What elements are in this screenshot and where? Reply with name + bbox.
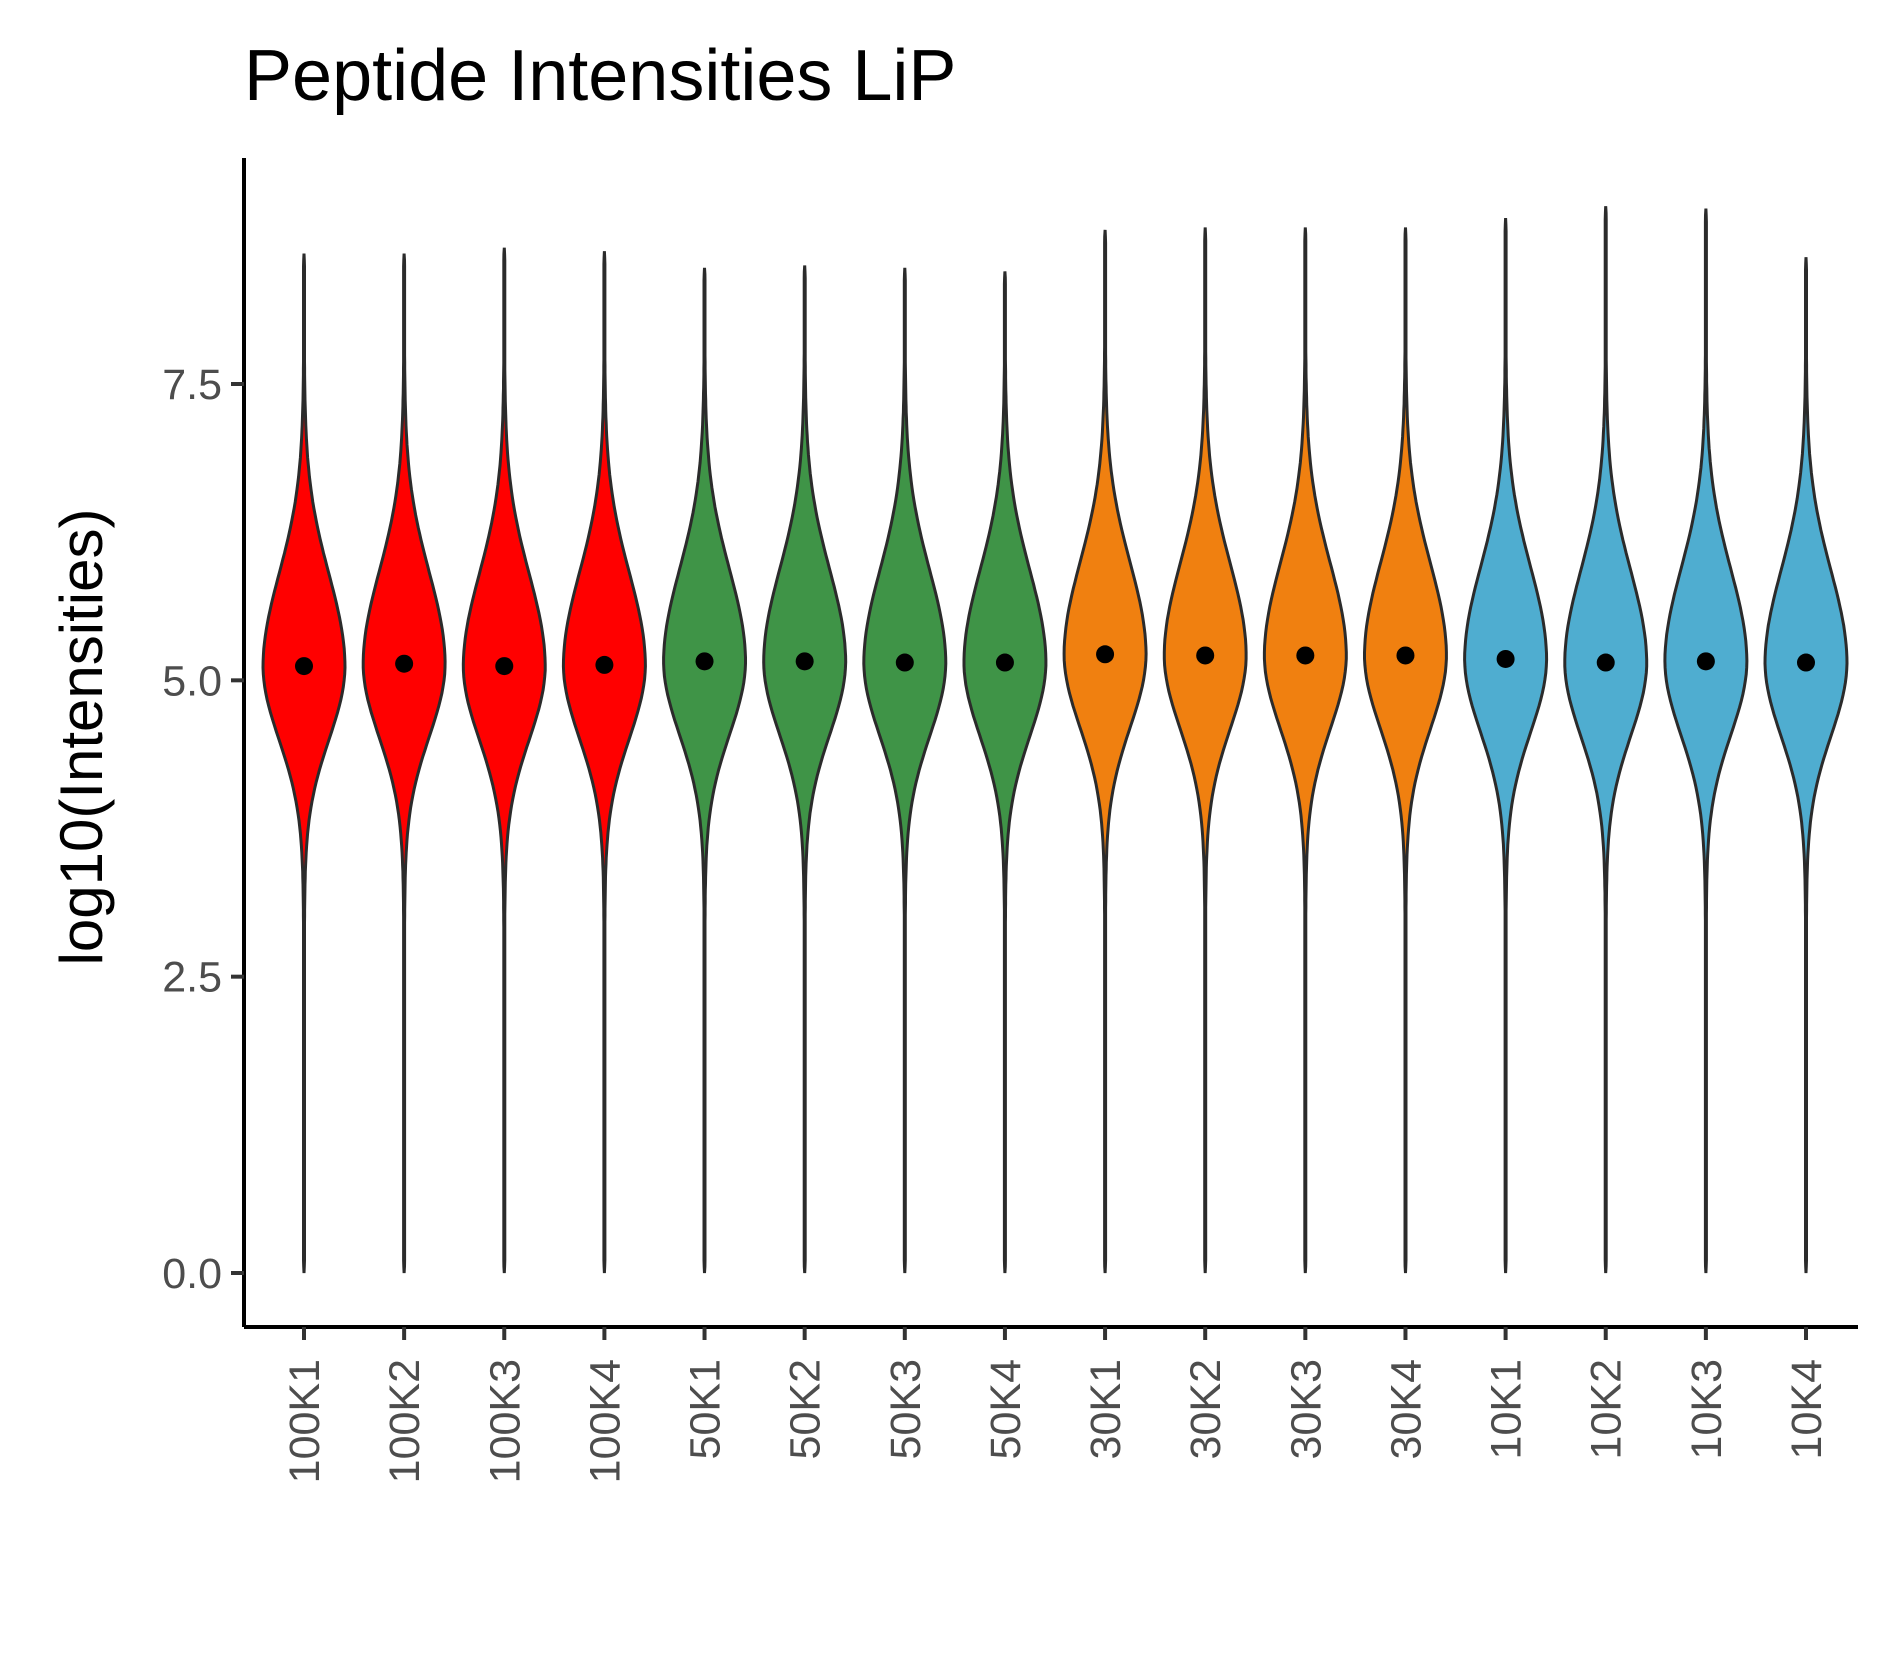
y-tick-label: 2.5 <box>162 954 222 1002</box>
violin-100K1 <box>261 253 347 1274</box>
mean-dot-30K1 <box>1096 645 1115 664</box>
violin-10K1 <box>1463 218 1549 1274</box>
x-tick-label: 100K4 <box>581 1359 629 1483</box>
x-tick-label: 50K2 <box>782 1359 830 1459</box>
violin-50K2 <box>762 265 848 1274</box>
mean-dot-50K4 <box>995 653 1014 672</box>
mean-dot-10K4 <box>1797 653 1815 672</box>
x-tick-label: 30K1 <box>1082 1359 1130 1459</box>
mean-dot-10K3 <box>1696 652 1715 671</box>
violin-10K2 <box>1563 206 1649 1274</box>
x-tick-label: 50K4 <box>982 1359 1030 1459</box>
x-axis-ticks: 100K1 100K2 100K3 100K4 50K1 50K2 50K3 50K4 30K1… <box>281 1327 1831 1483</box>
mean-dot-100K1 <box>295 657 313 676</box>
violin-10K3 <box>1663 208 1749 1274</box>
violin-10K4 <box>1763 257 1849 1274</box>
mean-dot-30K3 <box>1296 646 1315 665</box>
violin-30K4 <box>1363 227 1448 1274</box>
x-tick-label: 100K2 <box>381 1359 429 1483</box>
mean-dot-50K1 <box>695 652 714 671</box>
chart-title: Peptide Intensities LiP <box>244 36 956 116</box>
mean-dot-10K1 <box>1496 649 1515 668</box>
x-tick-label: 50K1 <box>682 1359 730 1459</box>
x-tick-label: 30K2 <box>1182 1359 1230 1459</box>
x-tick-label: 30K3 <box>1282 1359 1330 1459</box>
violin-100K4 <box>561 251 647 1274</box>
violin-30K2 <box>1162 227 1248 1274</box>
violin-50K3 <box>862 267 948 1274</box>
mean-dot-50K3 <box>895 653 914 672</box>
mean-dot-10K2 <box>1596 653 1615 672</box>
mean-dot-100K3 <box>495 657 514 676</box>
y-tick-label: 0.0 <box>162 1250 222 1298</box>
mean-dot-layer <box>295 645 1815 676</box>
mean-dot-100K4 <box>595 655 614 674</box>
violin-30K3 <box>1262 227 1348 1274</box>
mean-dot-50K2 <box>795 652 814 671</box>
x-tick-label: 50K3 <box>882 1359 930 1459</box>
y-tick-label: 5.0 <box>162 657 222 705</box>
y-axis-label: log10(Intensities) <box>48 509 115 966</box>
x-tick-label: 100K1 <box>281 1359 329 1483</box>
violin-50K4 <box>962 271 1048 1274</box>
mean-dot-30K4 <box>1396 646 1415 665</box>
violin-100K3 <box>461 247 547 1274</box>
violin-50K1 <box>662 267 747 1274</box>
violin-layer <box>261 206 1849 1274</box>
x-tick-label: 10K4 <box>1783 1359 1831 1459</box>
mean-dot-100K2 <box>395 654 414 673</box>
x-tick-label: 10K1 <box>1483 1359 1531 1459</box>
y-tick-label: 7.5 <box>162 361 222 409</box>
x-tick-label: 10K2 <box>1583 1359 1631 1459</box>
violin-100K2 <box>361 253 447 1274</box>
x-tick-label: 10K3 <box>1683 1359 1731 1459</box>
x-tick-label: 100K3 <box>481 1359 529 1483</box>
x-tick-label: 30K4 <box>1382 1359 1430 1459</box>
violin-30K1 <box>1062 229 1148 1274</box>
mean-dot-30K2 <box>1196 646 1215 665</box>
y-axis-ticks: 0.0 2.5 5.0 7.5 <box>162 361 244 1298</box>
